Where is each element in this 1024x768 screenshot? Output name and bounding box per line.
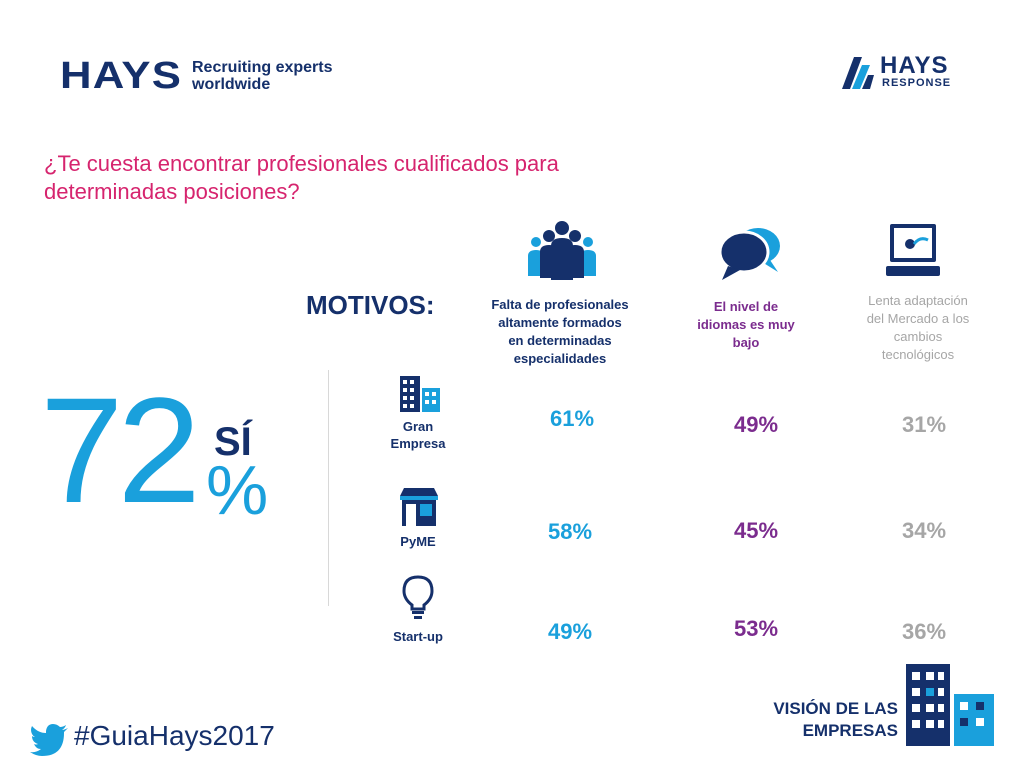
value-pyme-col3: 34% [901, 518, 947, 543]
column-header-line: altamente formados [498, 315, 622, 330]
hays-response-logo-icon [840, 55, 876, 91]
row-label-gran-empresa: Gran Empresa [368, 418, 468, 452]
row-label-start-up: Start-up [368, 628, 468, 645]
column-header-line: bajo [732, 335, 760, 350]
tagline-line-1: Recruiting experts [192, 59, 333, 76]
people-group-icon [528, 221, 596, 280]
speech-bubbles-icon [718, 228, 780, 280]
response-brand: HAYS [880, 52, 949, 79]
hays-logo: HAYS [60, 55, 183, 97]
row-label-line: Empresa [390, 436, 446, 451]
question-line-2: determinadas posiciones? [44, 179, 300, 204]
storefront-icon [400, 488, 438, 526]
question-line-1: ¿Te cuesta encontrar profesionales cuali… [44, 151, 559, 176]
value-startup-col3: 36% [901, 619, 947, 644]
computer-monitor-icon [886, 224, 940, 276]
office-buildings-large-icon [906, 664, 994, 746]
lightbulb-icon [402, 575, 434, 619]
headline-number: 72 [40, 366, 201, 534]
office-buildings-icon [400, 376, 440, 412]
value-pyme-col1: 58% [547, 519, 593, 544]
value-pyme-col2: 45% [733, 518, 779, 543]
column-header-line: El nivel de [713, 299, 779, 314]
value-gran-empresa-col3: 31% [901, 412, 947, 437]
column-header-line: tecnológicos [881, 347, 955, 362]
headline-percent-sign: % [206, 451, 269, 529]
value-gran-empresa-col2: 49% [733, 412, 779, 437]
row-label-line: Gran [402, 419, 434, 434]
headline-answer: SÍ [214, 420, 252, 464]
row-label-line: PyME [400, 534, 436, 549]
value-gran-empresa-col1: 61% [549, 406, 595, 431]
response-sub: RESPONSE [882, 77, 952, 89]
vision-label: VISIÓN DE LAS EMPRESAS [730, 698, 898, 742]
column-header-3: Lenta adaptación del Mercado a los cambi… [838, 292, 998, 364]
hays-tagline: Recruiting experts worldwide [192, 59, 332, 93]
value-startup-col1: 49% [547, 619, 593, 644]
column-header-line: cambios [893, 329, 943, 344]
row-label-pyme: PyME [368, 533, 468, 550]
column-header-2: El nivel de idiomas es muy bajo [676, 298, 816, 352]
vision-line-2: EMPRESAS [802, 721, 898, 740]
column-header-1: Falta de profesionales altamente formado… [470, 296, 650, 368]
twitter-bird-icon [30, 724, 68, 756]
divider [328, 370, 329, 606]
column-header-line: del Mercado a los [866, 311, 970, 326]
column-header-line: Falta de profesionales [491, 297, 629, 312]
column-header-line: especialidades [513, 351, 607, 366]
survey-question: ¿Te cuesta encontrar profesionales cuali… [44, 150, 744, 206]
row-label-line: Start-up [393, 629, 443, 644]
column-header-line: Lenta adaptación [868, 293, 968, 308]
hashtag: #GuiaHays2017 [74, 720, 275, 751]
motivos-label: MOTIVOS: [306, 290, 435, 320]
tagline-line-2: worldwide [192, 76, 271, 93]
value-startup-col2: 53% [733, 616, 779, 641]
vision-line-1: VISIÓN DE LAS [773, 699, 898, 718]
column-header-line: idiomas es muy [697, 317, 795, 332]
column-header-line: en determinadas [508, 333, 612, 348]
